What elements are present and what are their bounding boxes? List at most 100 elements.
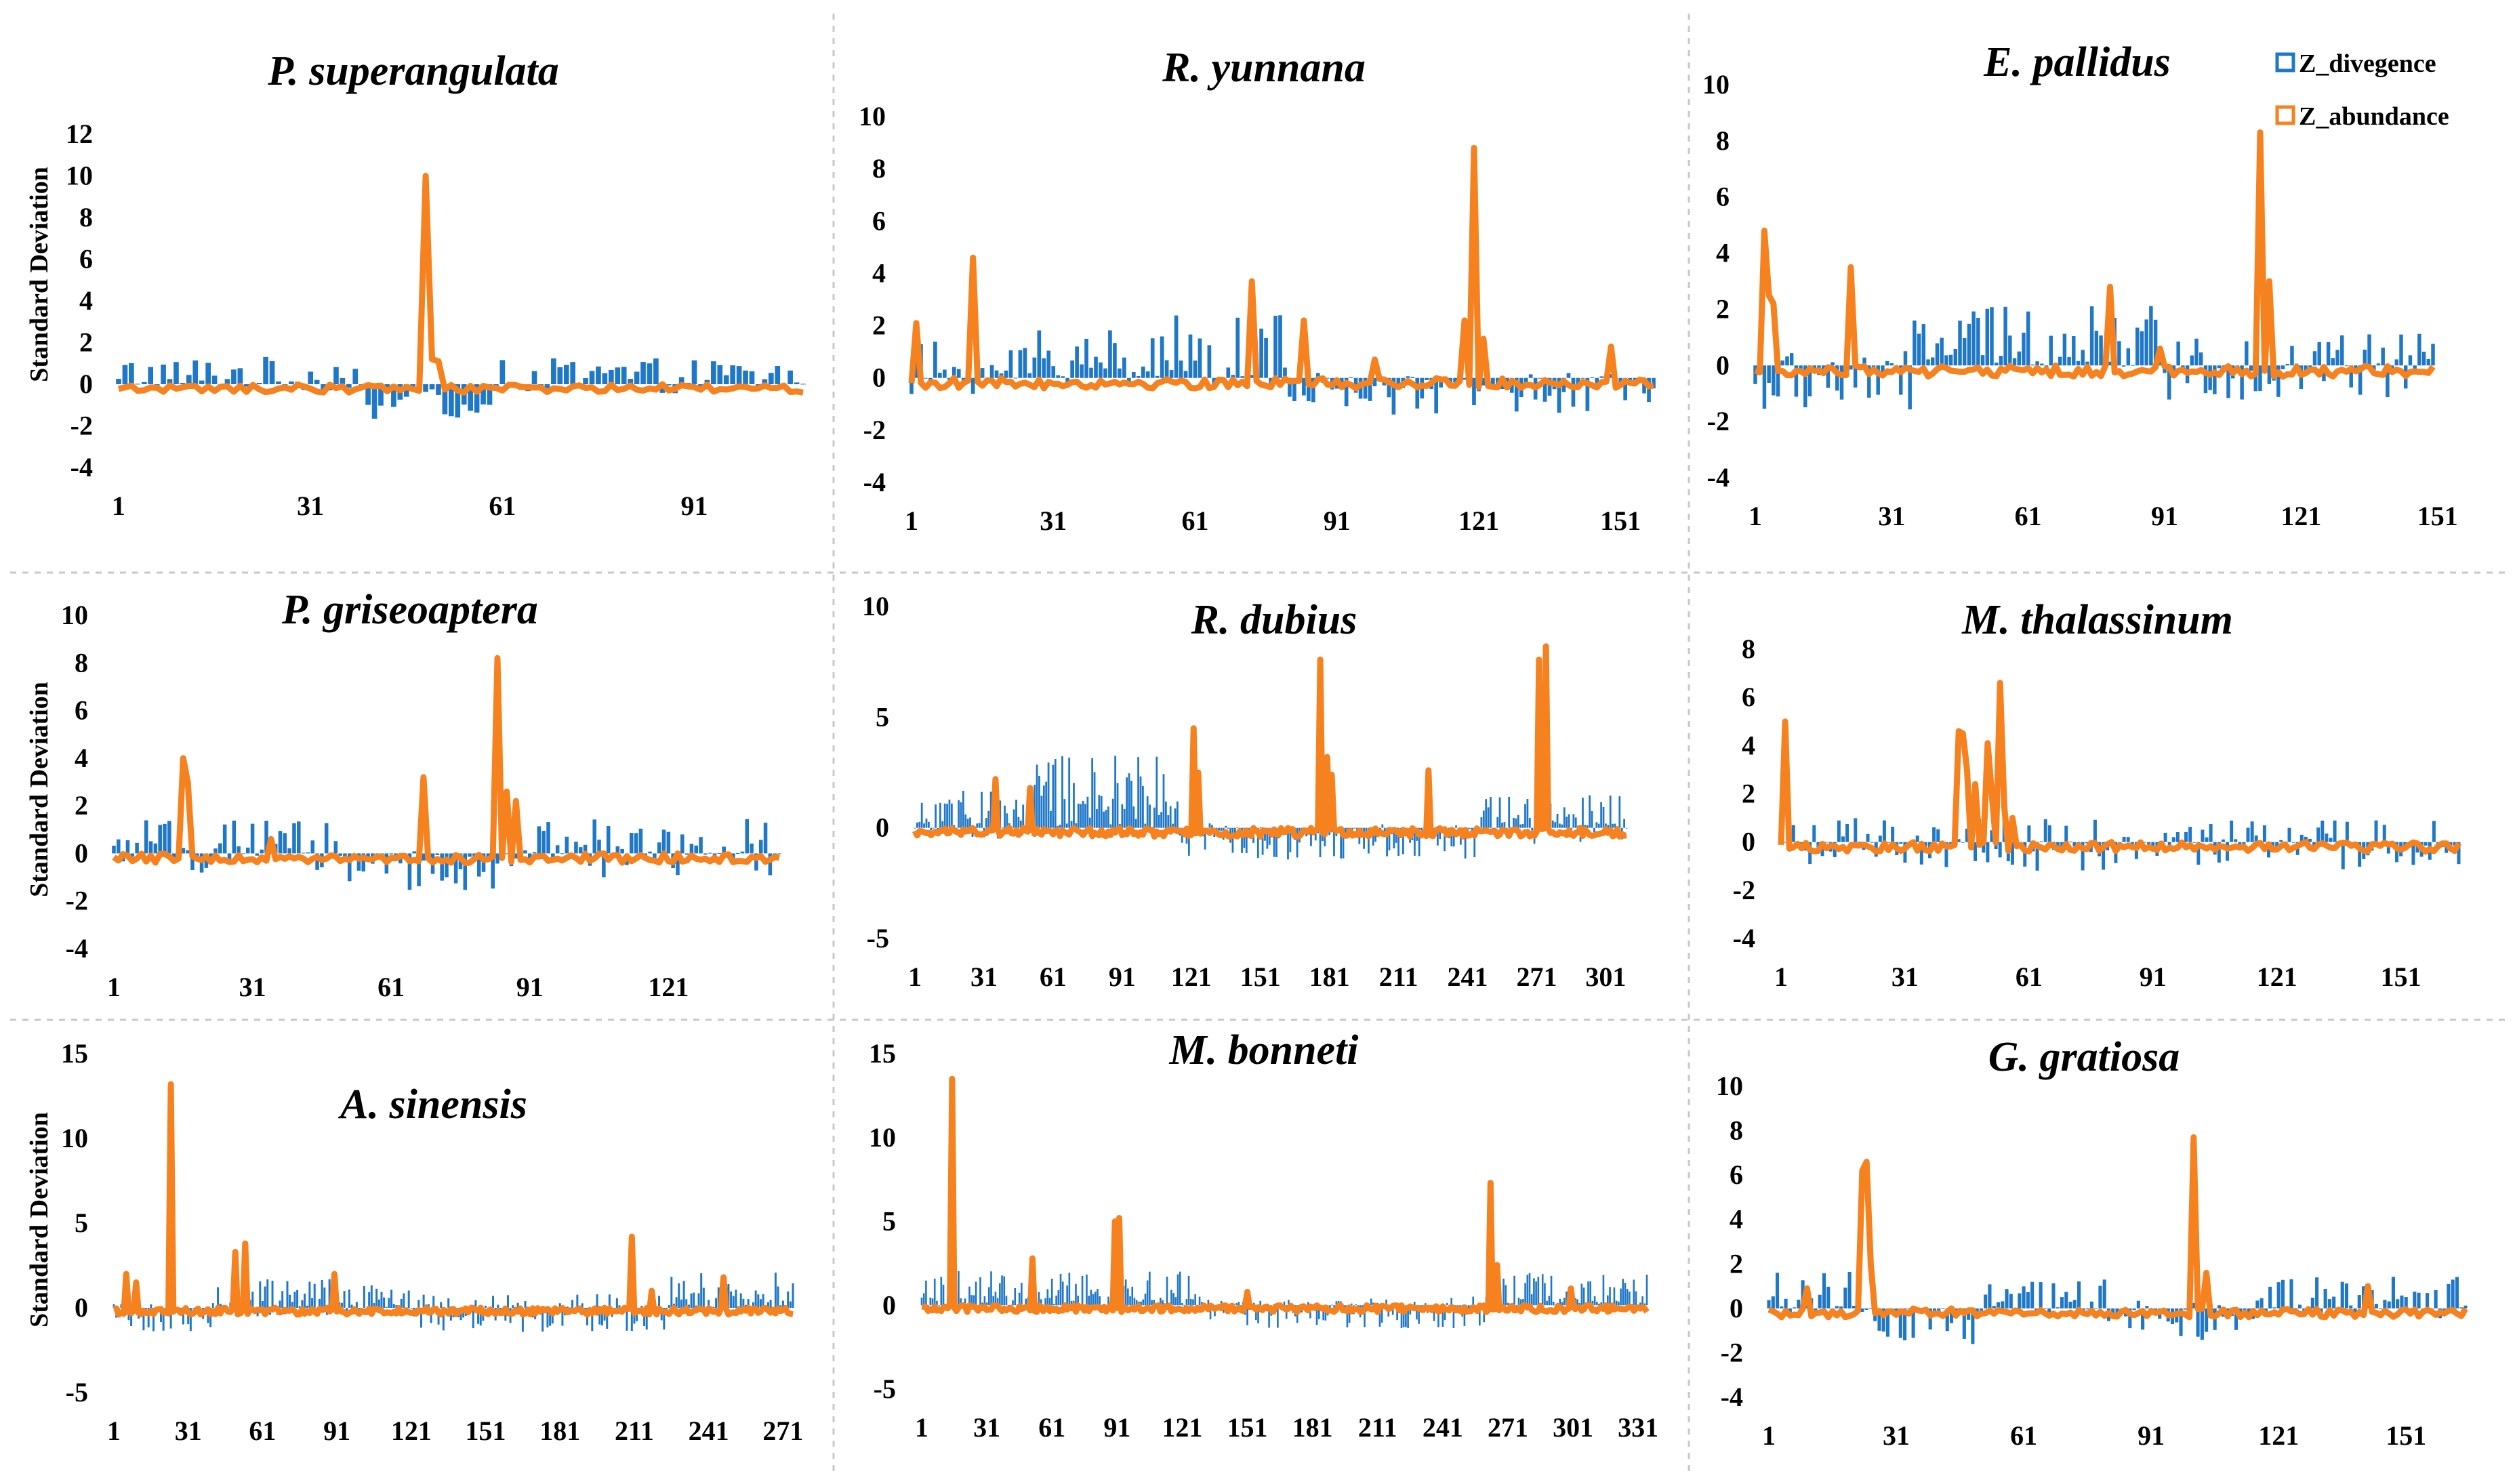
y-tick-label: 5 bbox=[882, 1206, 896, 1237]
divergence-bar bbox=[113, 1304, 115, 1308]
divergence-bar bbox=[2122, 836, 2126, 842]
divergence-bar bbox=[1885, 360, 1889, 366]
divergence-bar bbox=[231, 369, 237, 384]
x-tick-label: 151 bbox=[2386, 1420, 2426, 1451]
divergence-bar bbox=[1331, 1304, 1333, 1306]
divergence-bar bbox=[1505, 1285, 1507, 1306]
divergence-bar bbox=[333, 367, 339, 384]
x-tick-label: 241 bbox=[1423, 1412, 1463, 1443]
divergence-bar bbox=[245, 847, 250, 854]
divergence-bar bbox=[1444, 827, 1446, 852]
divergence-bar bbox=[1967, 1308, 1971, 1320]
divergence-bar bbox=[640, 362, 646, 384]
divergence-bar bbox=[1061, 1281, 1064, 1306]
divergence-bar bbox=[1457, 827, 1460, 829]
divergence-bar bbox=[1153, 1300, 1156, 1306]
divergence-bar bbox=[1776, 365, 1780, 397]
divergence-bar bbox=[1515, 818, 1517, 828]
divergence-bar bbox=[2379, 1308, 2383, 1309]
divergence-bar bbox=[407, 1290, 410, 1308]
abundance-spike-point bbox=[1326, 756, 1328, 758]
divergence-bar bbox=[749, 371, 755, 384]
divergence-bar bbox=[700, 1273, 703, 1308]
y-tick-label: 4 bbox=[1730, 1204, 1743, 1235]
divergence-bar bbox=[186, 375, 192, 384]
divergence-bar bbox=[589, 371, 595, 384]
divergence-bar bbox=[1005, 1296, 1008, 1306]
divergence-bar bbox=[474, 384, 480, 413]
divergence-bar bbox=[763, 823, 768, 854]
divergence-bar bbox=[615, 846, 620, 854]
divergence-bar bbox=[1042, 358, 1046, 378]
legend-swatch-divergence bbox=[2275, 52, 2295, 73]
divergence-bar bbox=[1136, 375, 1141, 378]
divergence-bar bbox=[298, 1306, 301, 1308]
divergence-bar bbox=[2325, 833, 2329, 842]
divergence-bar bbox=[2417, 1292, 2421, 1308]
divergence-bar bbox=[935, 804, 937, 828]
divergence-bar bbox=[497, 1304, 499, 1308]
y-tick-label: -2 bbox=[1707, 406, 1730, 436]
abundance-spike-point bbox=[2367, 1285, 2369, 1287]
divergence-bar bbox=[1292, 377, 1296, 402]
y-tick-label: 10 bbox=[859, 101, 886, 131]
divergence-bar bbox=[1057, 1290, 1060, 1306]
divergence-bar bbox=[1128, 773, 1130, 828]
divergence-bar bbox=[2099, 335, 2103, 366]
divergence-bar bbox=[2281, 1279, 2285, 1308]
divergence-bar bbox=[1586, 825, 1589, 828]
divergence-bar bbox=[2434, 1290, 2438, 1308]
divergence-bar bbox=[985, 818, 987, 828]
divergence-bar bbox=[130, 1308, 133, 1327]
divergence-bar bbox=[1899, 842, 1903, 844]
legend-label-divergence: Z_divegence bbox=[2299, 49, 2436, 78]
divergence-bar bbox=[1141, 366, 1145, 378]
divergence-bar bbox=[1932, 1308, 1937, 1312]
abundance-line bbox=[1754, 129, 2436, 380]
divergence-bar bbox=[211, 375, 218, 384]
divergence-bar bbox=[2023, 842, 2027, 867]
divergence-bar bbox=[153, 843, 158, 854]
divergence-bar bbox=[291, 1302, 293, 1308]
divergence-bar bbox=[1017, 817, 1020, 828]
panel-title: R. yunnana bbox=[1162, 45, 1366, 91]
divergence-bar bbox=[2200, 1308, 2204, 1340]
abundance-spike-point bbox=[1303, 319, 1305, 321]
x-tick-label: 121 bbox=[2257, 962, 2297, 992]
divergence-bar bbox=[2030, 1281, 2035, 1308]
divergence-bar bbox=[445, 853, 449, 878]
divergence-bar bbox=[948, 799, 951, 828]
divergence-bar bbox=[1410, 377, 1415, 378]
divergence-bar bbox=[1607, 1295, 1609, 1306]
divergence-bar bbox=[243, 384, 249, 387]
divergence-bar bbox=[1348, 1305, 1351, 1323]
divergence-bar bbox=[933, 1278, 936, 1306]
divergence-bar bbox=[468, 384, 473, 411]
x-tick-label: 31 bbox=[973, 1412, 1000, 1443]
divergence-bar bbox=[2413, 1292, 2417, 1308]
divergence-bar bbox=[1036, 764, 1038, 828]
divergence-bar bbox=[343, 1291, 346, 1308]
abundance-spike-point bbox=[1545, 645, 1547, 647]
divergence-bar bbox=[1420, 827, 1423, 831]
divergence-bar bbox=[1402, 827, 1404, 854]
x-tick-label: 181 bbox=[1292, 1412, 1333, 1443]
x-tick-label: 1 bbox=[915, 1412, 928, 1443]
divergence-bar bbox=[2001, 1301, 2005, 1308]
panel-5: R. dubius -5 0 5 10 1 31 61 91 121 151 181 211 241 271… bbox=[862, 591, 1628, 992]
divergence-bar bbox=[942, 369, 947, 378]
divergence-bar bbox=[2141, 1308, 2145, 1330]
divergence-bar bbox=[1793, 1307, 1797, 1308]
divergence-bar bbox=[1561, 824, 1563, 828]
divergence-bar bbox=[1146, 796, 1149, 828]
divergence-bar bbox=[1054, 759, 1057, 828]
divergence-bar bbox=[1976, 318, 1980, 366]
divergence-bar bbox=[1797, 1299, 1801, 1308]
divergence-bar bbox=[1622, 1279, 1624, 1306]
divergence-bar bbox=[598, 1308, 601, 1325]
divergence-bar bbox=[1170, 1290, 1172, 1306]
divergence-bar bbox=[2287, 827, 2291, 842]
divergence-bar bbox=[1572, 814, 1575, 828]
divergence-bar bbox=[1870, 842, 1874, 843]
divergence-bar bbox=[1315, 1305, 1318, 1325]
